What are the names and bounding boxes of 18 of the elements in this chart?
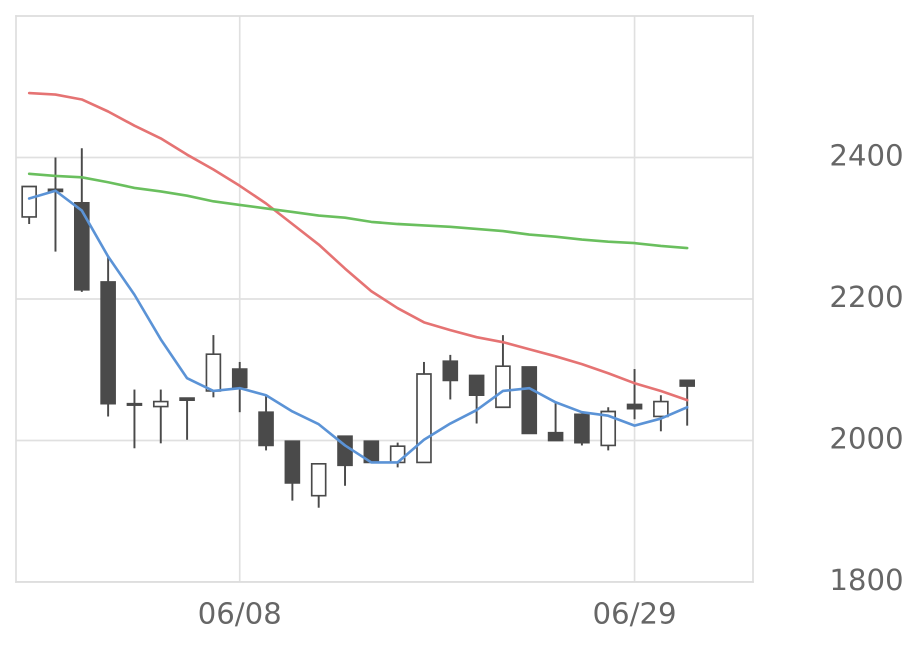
candlestick — [468, 374, 484, 424]
x-tick-label: 06/29 — [594, 602, 675, 626]
y-tick-label: 1800 — [832, 568, 902, 590]
y-tick-label: 2000 — [832, 426, 902, 449]
x-tick-label: 06/08 — [200, 602, 280, 626]
line-series — [28, 172, 689, 250]
candlestick — [442, 354, 458, 400]
candlestick — [626, 368, 642, 420]
candlestick — [126, 388, 142, 450]
candlestick — [548, 401, 564, 442]
y-tick-label: 2200 — [832, 285, 902, 308]
candlestick — [232, 360, 248, 414]
candlestick — [179, 397, 195, 441]
candlestick — [679, 379, 696, 427]
y-tick-label: 2400 — [832, 144, 902, 166]
candlestick — [653, 394, 669, 432]
candlestick — [152, 388, 169, 444]
line-series — [28, 92, 689, 402]
